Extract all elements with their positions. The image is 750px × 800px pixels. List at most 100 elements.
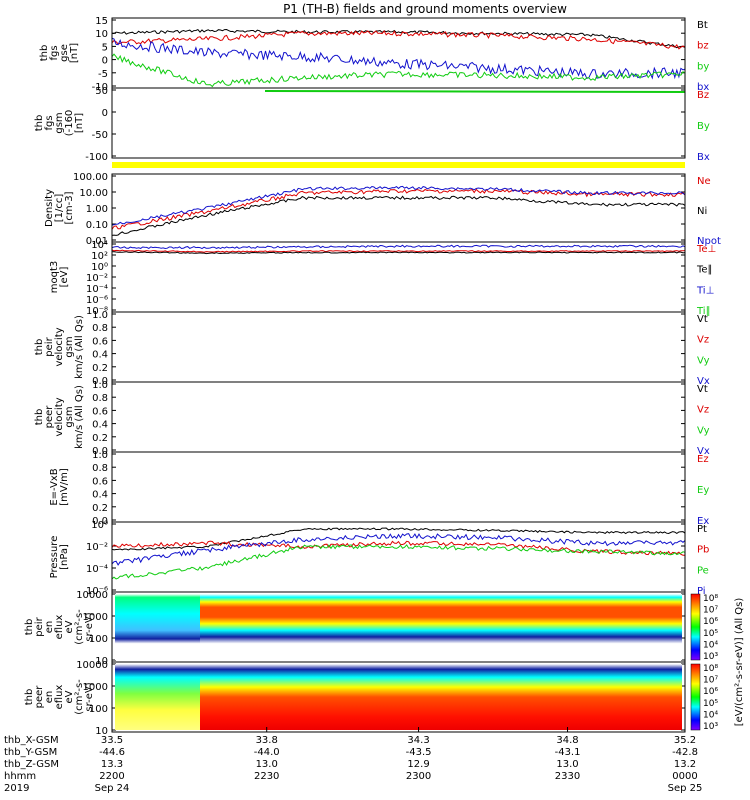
ylabel-line: en bbox=[44, 621, 55, 634]
panel-fgs: thbfgsgse[nT] 15 10 5 0 -5 -10 Bt bz by bx bbox=[39, 16, 709, 93]
ylabel-line: Pressure bbox=[49, 536, 60, 579]
colorbar-tick: 10⁴ bbox=[703, 640, 718, 650]
legend-Vz: Vz bbox=[697, 405, 709, 416]
legend-Vy: Vy bbox=[697, 355, 710, 366]
colorbar-tick: 10⁸ bbox=[703, 664, 718, 674]
tick-label: 0.4 bbox=[92, 490, 108, 501]
ylabel-line: en bbox=[44, 691, 55, 704]
ylabel-line: sr-eV) bbox=[84, 682, 95, 711]
legend-Vx: Vx bbox=[697, 376, 710, 387]
x-tick-label: -44.6 bbox=[99, 747, 125, 758]
tick-label: 50 bbox=[95, 86, 108, 97]
ylabel-line: km/s (All Qs) bbox=[74, 315, 85, 379]
legend-Pi: Pi bbox=[697, 586, 706, 597]
tick-label: 0.2 bbox=[92, 433, 108, 444]
legend-Te∥: Te∥ bbox=[696, 265, 713, 276]
x-tick-label: 34.3 bbox=[407, 735, 429, 746]
tick-label: 5 bbox=[102, 42, 108, 53]
ylabel-line: gsm bbox=[64, 406, 75, 427]
legend-Vt: Vt bbox=[697, 314, 708, 325]
series-By bbox=[264, 90, 686, 93]
legend-Ey: Ey bbox=[697, 485, 709, 496]
legend-Te⊥: Te⊥ bbox=[696, 244, 716, 255]
tick-label: 0.4 bbox=[92, 420, 108, 431]
tick-label: 0.6 bbox=[92, 406, 108, 417]
legend-bx: bx bbox=[697, 82, 709, 93]
tick-label: 0.10 bbox=[86, 220, 108, 231]
legend-Vx: Vx bbox=[697, 446, 710, 457]
plot-title: P1 (TH-B) fields and ground moments over… bbox=[283, 2, 567, 16]
ylabel-line: fgs bbox=[44, 115, 55, 130]
tick-label: 10000 bbox=[76, 660, 108, 671]
x-tick-label: 33.8 bbox=[256, 735, 278, 746]
ylabel-line: (-160 bbox=[64, 110, 75, 137]
x-tick-label: -42.8 bbox=[672, 747, 698, 758]
ylabel-line: moqt3 bbox=[49, 261, 60, 294]
tick-label: 10 bbox=[95, 29, 108, 40]
panel-ylabel: Density[1/cc][cm-3] bbox=[44, 189, 75, 227]
colorbar-tick: 10³ bbox=[703, 652, 718, 662]
tick-label: 10⁴ bbox=[91, 240, 108, 251]
x-row-label: hhmm bbox=[4, 771, 36, 782]
ylabel-line: [nT] bbox=[69, 43, 80, 63]
ylabel-line: sr-eV) bbox=[84, 612, 95, 641]
x-tick-label: 12.9 bbox=[407, 759, 429, 770]
tick-label: 10000 bbox=[76, 590, 108, 601]
tick-label: 100 bbox=[89, 634, 108, 645]
ylabel-line: thb bbox=[24, 689, 35, 706]
tick-label: 10⁻⁶ bbox=[86, 295, 108, 306]
x-tick-label: -44.0 bbox=[254, 747, 280, 758]
x-row-label: 2019 bbox=[4, 783, 29, 794]
tick-label: 1.00 bbox=[86, 204, 108, 215]
series-Pi bbox=[111, 533, 686, 566]
x-tick-label: 0000 bbox=[672, 771, 697, 782]
panel-ylabel: thbpeerenefluxeV(cm²-s-sr-eV) bbox=[24, 679, 95, 715]
ylabel-line: km/s (All Qs) bbox=[74, 385, 85, 449]
tick-label: 10 bbox=[95, 656, 108, 667]
tick-label: 10 bbox=[95, 726, 108, 737]
legend-by: by bbox=[697, 61, 709, 72]
ylabel-line: thb bbox=[34, 115, 45, 132]
legend-Npot: Npot bbox=[697, 236, 721, 247]
panel-ylabel: moqt3[eV] bbox=[49, 261, 70, 294]
legend-Ti∥: Ti∥ bbox=[696, 306, 711, 317]
legend-By: By bbox=[697, 121, 710, 132]
tick-label: 0.8 bbox=[92, 463, 108, 474]
colorbar-tick: 10⁵ bbox=[703, 629, 718, 639]
series-bx bbox=[111, 37, 686, 80]
ylabel-line: velocity bbox=[54, 397, 65, 436]
tick-label: -5 bbox=[98, 69, 108, 80]
x-tick-label: -43.5 bbox=[406, 747, 432, 758]
series-bz bbox=[111, 30, 686, 50]
tick-label: 10⁻⁶ bbox=[86, 586, 108, 597]
legend-Vz: Vz bbox=[697, 335, 709, 346]
ylabel-line: gse bbox=[59, 44, 70, 62]
x-tick-label: 13.3 bbox=[101, 759, 123, 770]
tick-label: 0.8 bbox=[92, 323, 108, 334]
tick-label: 10⁻² bbox=[86, 273, 108, 284]
panel-ylabel: Pressure[nPa] bbox=[49, 536, 70, 579]
x-row-label: thb_X-GSM bbox=[4, 735, 59, 746]
tick-label: 0.01 bbox=[86, 236, 108, 247]
panel-ylabel: thbfgsgsm(-160[nT] bbox=[34, 110, 85, 137]
x-tick-label: 35.2 bbox=[674, 735, 696, 746]
colorbar-tick: 10⁸ bbox=[703, 594, 718, 604]
colorbar-tick: 10⁴ bbox=[703, 710, 718, 720]
legend-Ni: Ni bbox=[697, 206, 707, 217]
panel-density: Density[1/cc][cm-3] 100.00 10.00 1.00 0.10 0.… bbox=[44, 172, 721, 247]
legend-Pb: Pb bbox=[697, 545, 709, 556]
ylabel-line: (cm²-s- bbox=[74, 679, 85, 715]
series-Pe bbox=[111, 544, 686, 580]
ylabel-line: gsm bbox=[64, 336, 75, 357]
spectrogram-early bbox=[115, 594, 200, 660]
colorbar bbox=[690, 663, 701, 731]
ylabel-line: [nPa] bbox=[59, 544, 70, 570]
tick-label: 10² bbox=[91, 251, 108, 262]
tick-label: 1000 bbox=[83, 682, 108, 693]
tick-label: 1.0 bbox=[92, 380, 108, 391]
ylabel-line: [1/cc] bbox=[54, 194, 65, 223]
legend-Pe: Pe bbox=[697, 565, 709, 576]
series-Tepar bbox=[111, 251, 686, 255]
ylabel-line: peir bbox=[34, 616, 45, 636]
